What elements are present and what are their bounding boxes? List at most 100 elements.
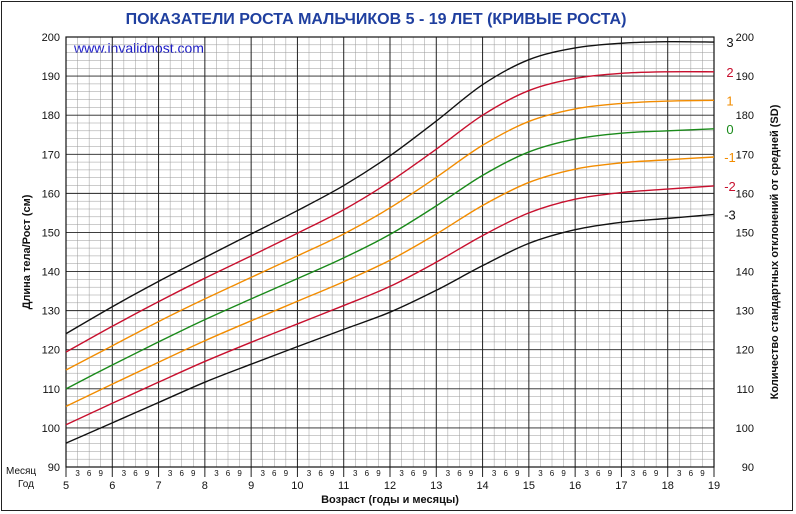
month-tick-label: 9 [422,469,427,478]
month-tick-label: 6 [596,469,601,478]
y-tick-label: 200 [42,32,60,44]
y-tick-label: 160 [42,188,60,200]
y-tick-label-right: 170 [736,149,754,161]
month-tick-label: 3 [399,469,404,478]
month-tick-label: 6 [226,469,231,478]
x-tick-label: 18 [662,480,674,492]
series-line-sd-1 [65,99,715,371]
month-tick-label: 9 [654,469,659,478]
x-tick-label: 9 [248,480,254,492]
y-tick-label-right: 90 [742,462,754,474]
y-tick-label: 130 [42,306,60,318]
x-tick-label: 12 [384,480,396,492]
y-tick-label-right: 140 [736,267,754,279]
y-tick-label: 90 [48,462,60,474]
y-ticks-left: 90 100 110 120 130 140 150 160 170 180 190 200 [42,32,60,474]
month-tick-label: 6 [689,469,694,478]
month-tick-label: 3 [492,469,497,478]
x-tick-label: 11 [338,480,349,492]
sd-label: -2 [724,179,736,194]
month-tick-label: 6 [550,469,555,478]
x-tick-label: 8 [202,480,208,492]
month-tick-label: 9 [700,469,705,478]
month-tick-label: 9 [145,469,150,478]
month-tick-label: 6 [272,469,277,478]
month-tick-label: 3 [353,469,358,478]
month-tick-label: 9 [561,469,566,478]
sd-labels: 3 2 1 0 -1 -2 -3 [724,35,736,222]
y-tick-label: 140 [42,267,60,279]
x-tick-label: 16 [569,480,581,492]
month-tick-label: 6 [133,469,138,478]
series-line-sd-2 [65,70,715,353]
month-tick-label: 3 [122,469,127,478]
sd-label: 3 [726,35,733,50]
x-tick-label: 19 [708,480,720,492]
sd-label: -3 [724,207,736,222]
y-tick-label: 180 [42,110,60,122]
y-tick-label-right: 150 [736,227,754,239]
x-tick-label: 5 [63,480,69,492]
series-line-sd-3 [65,40,715,335]
x-tick-label: 17 [615,480,627,492]
month-tick-label: 6 [503,469,508,478]
month-tick-label: 6 [318,469,323,478]
x-tick-label: 15 [523,480,535,492]
sd-label: -1 [724,150,736,165]
month-tick-label: 9 [469,469,474,478]
y-tick-label: 150 [42,227,60,239]
x-tick-label: 7 [156,480,162,492]
y-tick-label: 110 [42,384,60,396]
y-tick-label-right: 180 [736,110,754,122]
month-tick-label: 3 [260,469,265,478]
y-tick-label-right: 160 [736,188,754,200]
series-line-sd--1 [65,156,715,408]
month-tick-label: 9 [284,469,289,478]
y-tick-label-right: 130 [736,306,754,318]
series-line-sd--3 [65,213,715,444]
chart-title: ПОКАЗАТЕЛИ РОСТА МАЛЬЧИКОВ 5 - 19 ЛЕТ (К… [126,11,627,28]
sd-label: 0 [726,122,733,137]
month-tick-label: 9 [608,469,613,478]
x-axis-label: Возраст (годы и месяцы) [321,494,459,506]
y-tick-label: 100 [42,423,60,435]
x-tick-label: 14 [476,480,488,492]
sd-label: 1 [726,93,733,108]
y-axis-label-right: Количество стандартных отклонений от сре… [769,104,781,399]
y-tick-label-right: 120 [736,345,754,357]
month-tick-label: 9 [237,469,242,478]
series-line-sd--2 [65,185,715,426]
month-tick-label: 6 [87,469,92,478]
month-tick-label: 9 [98,469,103,478]
y-ticks-right: 90 100 110 120 130 140 150 160 170 180 190 200 [736,32,754,474]
month-tick-label: 3 [168,469,173,478]
month-tick-label: 6 [179,469,184,478]
month-tick-label: 3 [307,469,312,478]
y-tick-label-right: 110 [736,384,754,396]
month-tick-label: 9 [191,469,196,478]
x-tick-label: 13 [430,480,442,492]
source-label[interactable]: www.invalidnost.com [73,40,204,56]
month-tick-label: 3 [584,469,589,478]
sd-label: 2 [726,65,733,80]
month-tick-label: 6 [365,469,370,478]
month-tick-label: 3 [214,469,219,478]
month-tick-label: 9 [515,469,520,478]
x-tick-label: 10 [291,480,303,492]
month-tick-label: 3 [677,469,682,478]
series-line-sd-0 [65,128,715,390]
month-tick-label: 9 [330,469,335,478]
month-tick-label: 3 [446,469,451,478]
y-tick-label-right: 100 [736,423,754,435]
y-tick-label-right: 190 [736,71,754,83]
month-row-label: Месяц [6,466,36,477]
month-tick-label: 9 [376,469,381,478]
x-tick-label: 6 [109,480,115,492]
y-tick-label-right: 200 [736,32,754,44]
month-tick-label: 3 [538,469,543,478]
month-tick-label: 6 [642,469,647,478]
y-tick-label: 190 [42,71,60,83]
series-layer [65,40,715,444]
